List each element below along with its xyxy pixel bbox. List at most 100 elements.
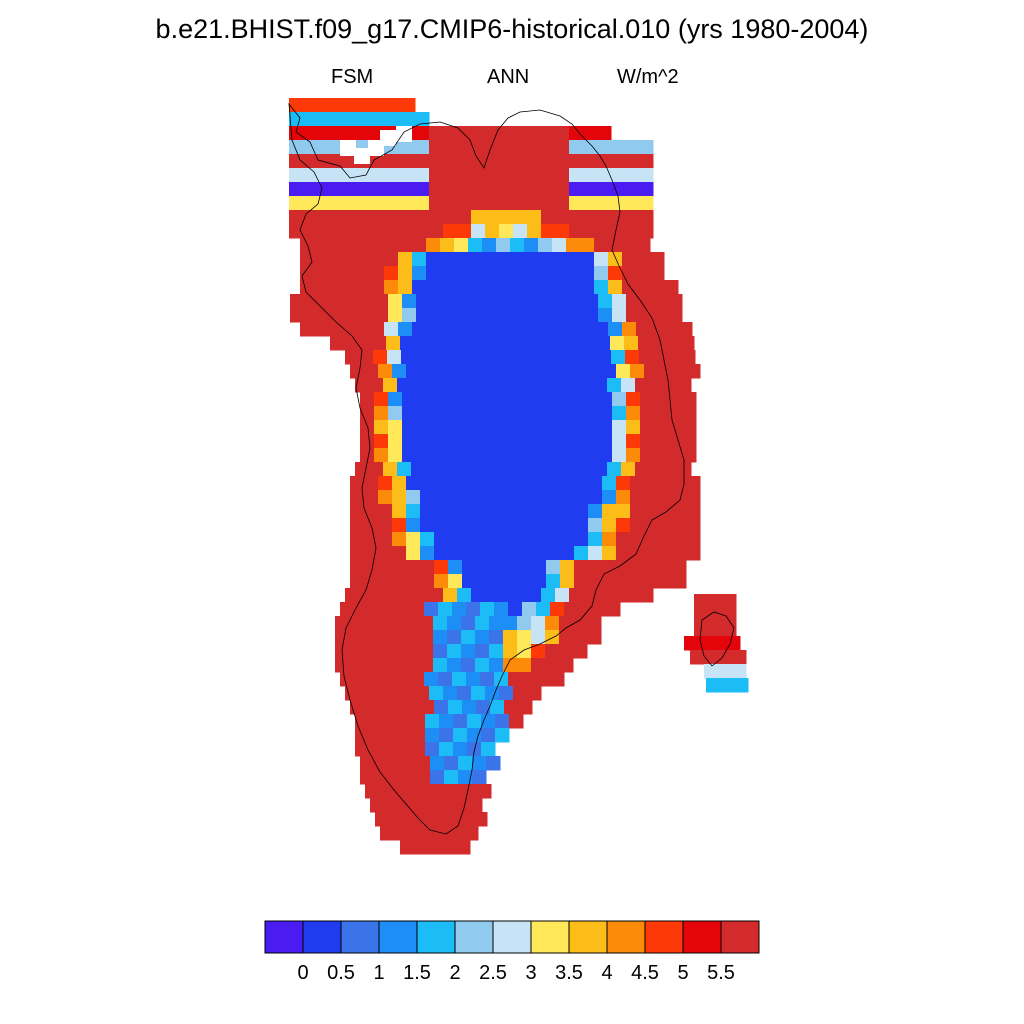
map-cell [542,294,557,309]
map-cell [452,672,467,687]
map-cell [462,560,477,575]
map-cell [373,154,388,169]
map-cell [388,756,403,771]
map-cell [503,630,518,645]
map-cell [289,196,304,211]
map-cell [373,686,388,701]
map-cell [658,546,673,561]
map-cell [420,560,435,575]
map-cell [331,168,346,183]
map-cell [546,364,561,379]
map-cell [638,336,653,351]
map-cell [420,476,435,491]
map-cell [363,630,378,645]
map-cell [392,574,407,589]
map-cell [462,476,477,491]
map-cell [429,196,444,211]
map-cell [402,770,417,785]
map-cell [668,406,683,421]
map-cell [416,420,431,435]
map-cell [598,448,613,463]
map-cell [650,322,665,337]
map-cell [454,252,469,267]
map-cell [654,434,669,449]
map-cell [314,322,329,337]
map-cell [510,238,525,253]
map-cell [360,294,375,309]
map-cell [370,798,385,813]
map-cell [712,636,727,651]
map-cell [682,434,697,449]
map-cell [667,350,682,365]
map-cell [388,308,403,323]
map-cell [466,672,481,687]
map-cell [574,532,589,547]
map-cell [444,756,459,771]
map-cell [373,196,388,211]
map-cell [342,280,357,295]
map-cell [378,518,393,533]
map-cell [560,518,575,533]
map-cell [580,252,595,267]
map-cell [429,126,444,141]
map-cell [378,532,393,547]
map-cell [428,336,443,351]
map-cell [658,518,673,533]
map-cell [573,630,588,645]
map-cell [517,616,532,631]
map-cell [542,448,557,463]
map-cell [359,182,374,197]
map-cell [335,658,350,673]
map-cell [504,546,519,561]
map-cell [486,294,501,309]
map-cell [392,700,407,715]
map-cell [574,546,589,561]
map-cell [467,728,482,743]
map-cell [565,462,580,477]
map-cell [373,224,388,239]
map-cell [668,420,683,435]
map-cell [403,812,418,827]
map-cell [377,644,392,659]
map-cell [654,448,669,463]
map-cell [406,504,421,519]
map-cell [415,588,430,603]
map-cell [374,770,389,785]
map-cell [532,574,547,589]
map-cell [382,672,397,687]
map-cell [626,294,641,309]
map-cell [340,672,355,687]
map-cell [392,518,407,533]
map-cell [364,490,379,505]
map-cell [546,560,561,575]
map-cell [303,126,318,141]
map-cell [524,322,539,337]
colorbar-tick-label: 0.5 [327,962,355,984]
map-cell [499,588,514,603]
map-cell [532,532,547,547]
map-cell [401,686,416,701]
map-cell [387,98,402,113]
map-cell [354,672,369,687]
map-cell [622,252,637,267]
map-cell [625,154,640,169]
map-cell [564,602,579,617]
map-cell [636,280,651,295]
map-cell [475,630,490,645]
map-cell [531,616,546,631]
map-cell [531,644,546,659]
map-cell [583,196,598,211]
map-cell [644,504,659,519]
map-cell [486,392,501,407]
map-cell [546,490,561,505]
map-cell [444,434,459,449]
map-cell [499,224,514,239]
map-cell [440,238,455,253]
map-cell [496,266,511,281]
map-cell [476,490,491,505]
map-cell [649,462,664,477]
map-cell [345,126,360,141]
map-cell [513,182,528,197]
map-cell [350,546,365,561]
map-cell [398,252,413,267]
